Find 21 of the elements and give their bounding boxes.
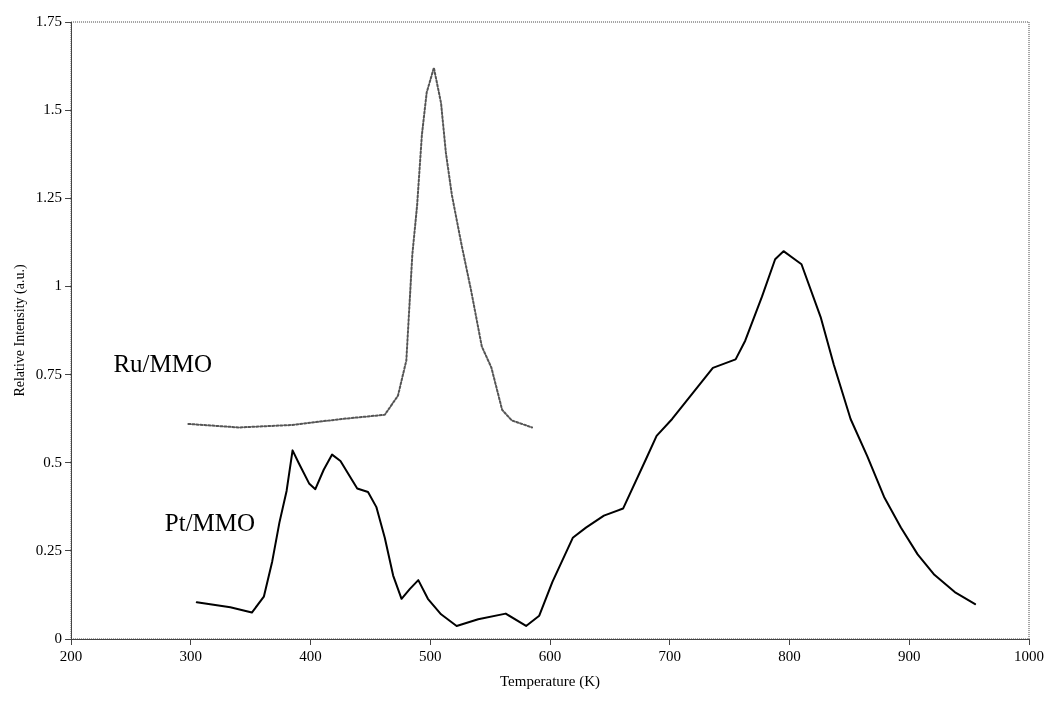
y-tick-label: 1.5 <box>43 101 63 118</box>
y-tick-label: 0 <box>54 629 63 646</box>
x-tick-label: 500 <box>419 647 442 664</box>
y-tick-label: 0.75 <box>35 365 63 382</box>
x-tick-label: 900 <box>898 647 921 664</box>
x-tick-label: 800 <box>778 647 801 664</box>
y-tick-label: 1.75 <box>35 12 63 29</box>
x-tick-label: 300 <box>179 647 203 664</box>
series-label: Ru/MMO <box>113 350 213 378</box>
x-tick-label: 400 <box>299 647 322 664</box>
y-tick-label: 0.25 <box>35 541 63 558</box>
y-tick-label: 1 <box>54 277 63 294</box>
y-axis-title: Relative Intensity (a.u.) <box>12 264 29 397</box>
x-axis-title: Temperature (K) <box>499 672 601 690</box>
x-tick-label: 1000 <box>1014 647 1044 664</box>
x-tick-label: 700 <box>658 647 682 664</box>
series-label: Pt/MMO <box>164 508 256 536</box>
y-tick-label: 1.25 <box>35 189 63 206</box>
x-tick-label: 200 <box>59 647 83 664</box>
x-tick-label: 600 <box>538 647 562 664</box>
y-tick-label: 0.5 <box>43 453 63 470</box>
